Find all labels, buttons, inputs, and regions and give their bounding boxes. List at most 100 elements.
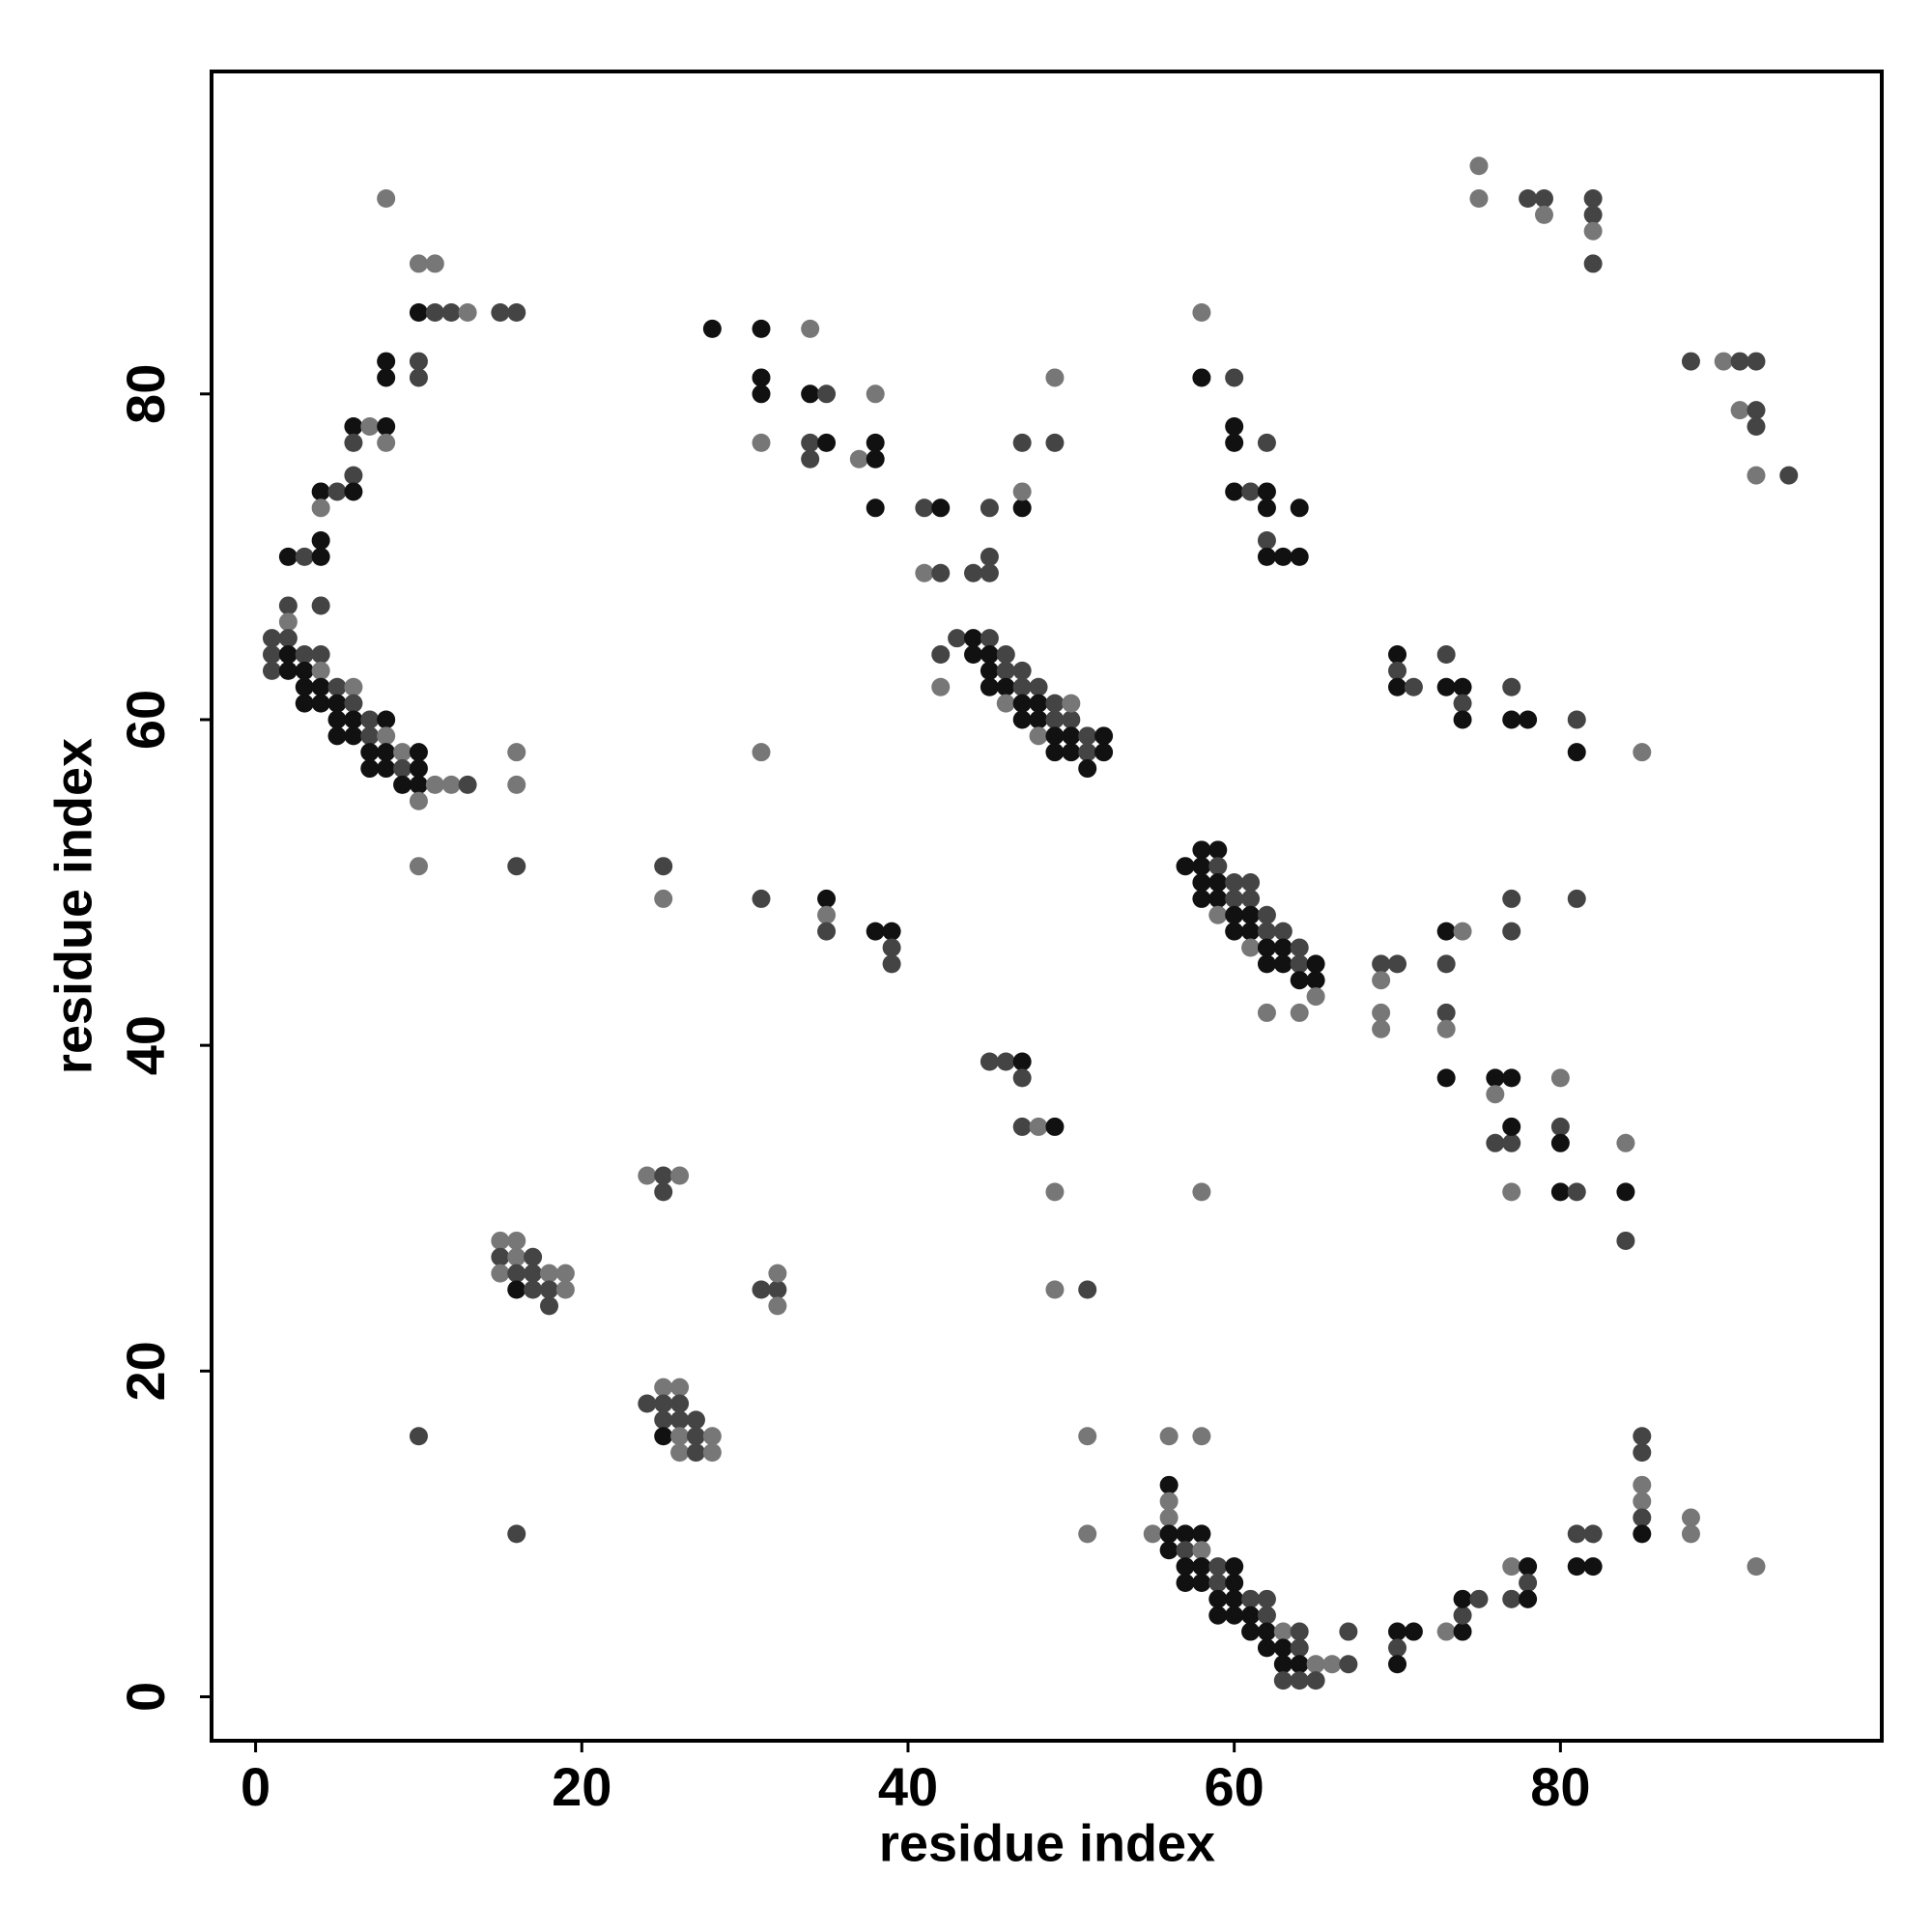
point xyxy=(1519,1589,1538,1608)
point xyxy=(1257,922,1276,941)
point xyxy=(1273,1671,1293,1690)
point xyxy=(295,645,314,665)
point xyxy=(654,857,673,876)
point xyxy=(425,775,444,794)
point xyxy=(654,889,673,908)
point xyxy=(311,482,330,501)
point xyxy=(344,677,363,696)
point xyxy=(768,1280,787,1299)
point xyxy=(1502,1557,1521,1577)
point xyxy=(344,694,363,713)
point xyxy=(752,889,771,908)
point xyxy=(1583,188,1603,208)
point xyxy=(491,1247,510,1266)
point xyxy=(491,1264,510,1283)
point xyxy=(670,1166,690,1185)
point xyxy=(1257,938,1276,957)
point xyxy=(1012,677,1032,696)
point xyxy=(1273,1655,1293,1674)
point xyxy=(1012,710,1032,729)
point xyxy=(768,1296,787,1316)
point xyxy=(1616,1182,1635,1202)
point xyxy=(344,482,363,501)
point xyxy=(1534,205,1553,224)
point xyxy=(817,384,837,404)
point xyxy=(1045,1280,1065,1299)
point xyxy=(768,1264,787,1283)
point xyxy=(425,303,444,323)
point xyxy=(1583,1557,1603,1577)
point xyxy=(1290,1638,1309,1658)
point xyxy=(555,1280,575,1299)
point xyxy=(1012,1068,1032,1088)
point xyxy=(1208,889,1228,908)
point xyxy=(393,775,412,794)
point xyxy=(996,1052,1015,1071)
point xyxy=(1192,857,1211,876)
point xyxy=(1241,905,1261,924)
point xyxy=(1062,726,1081,746)
point xyxy=(1029,710,1048,729)
point xyxy=(1747,466,1766,485)
point xyxy=(1192,1524,1211,1544)
point xyxy=(377,368,396,387)
point xyxy=(1388,645,1407,665)
point xyxy=(1241,922,1261,941)
point xyxy=(1176,1541,1195,1560)
point xyxy=(1078,1280,1097,1299)
point xyxy=(1502,1182,1521,1202)
point xyxy=(964,563,983,582)
point xyxy=(1567,1182,1586,1202)
point xyxy=(507,857,526,876)
point xyxy=(1176,1524,1195,1544)
point xyxy=(1094,726,1114,746)
point xyxy=(1339,1622,1358,1641)
point xyxy=(1583,221,1603,241)
point xyxy=(360,710,380,729)
point xyxy=(801,384,820,404)
point xyxy=(425,254,444,273)
point xyxy=(1045,710,1065,729)
point xyxy=(1159,1427,1179,1446)
point xyxy=(1225,433,1244,452)
point xyxy=(555,1264,575,1283)
point xyxy=(1257,1003,1276,1022)
point xyxy=(948,629,967,648)
point xyxy=(1779,466,1799,485)
point xyxy=(278,629,298,648)
point xyxy=(311,596,330,615)
point xyxy=(1192,1182,1211,1202)
point xyxy=(507,1264,526,1283)
point xyxy=(1225,905,1244,924)
point xyxy=(980,563,999,582)
point xyxy=(1583,1524,1603,1544)
point xyxy=(1567,1557,1586,1577)
point xyxy=(931,677,951,696)
point xyxy=(1453,677,1472,696)
point xyxy=(1045,743,1065,762)
point xyxy=(1192,303,1211,323)
point xyxy=(670,1378,690,1397)
y-tick-label: 80 xyxy=(115,364,176,424)
point xyxy=(377,188,396,208)
point xyxy=(1372,1019,1391,1038)
point xyxy=(1583,205,1603,224)
point xyxy=(540,1264,559,1283)
point xyxy=(1159,1524,1179,1544)
point xyxy=(866,433,885,452)
point xyxy=(1633,1524,1652,1544)
point xyxy=(524,1280,543,1299)
point xyxy=(311,531,330,551)
point xyxy=(1241,1622,1261,1641)
point xyxy=(1567,710,1586,729)
point xyxy=(1747,1557,1766,1577)
point xyxy=(1045,433,1065,452)
point xyxy=(1372,971,1391,990)
point xyxy=(1290,971,1309,990)
point xyxy=(1257,1589,1276,1608)
point xyxy=(1208,1605,1228,1625)
point xyxy=(1633,1443,1652,1463)
point xyxy=(1550,1068,1570,1088)
point xyxy=(866,498,885,518)
